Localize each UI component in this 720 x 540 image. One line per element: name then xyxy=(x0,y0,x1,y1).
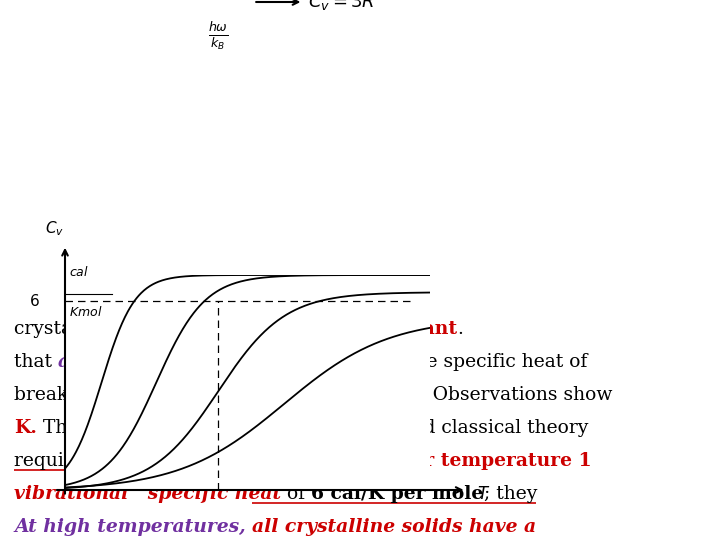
Text: of: of xyxy=(281,485,311,503)
Text: K.: K. xyxy=(14,419,37,437)
Text: is not a universal constant: is not a universal constant xyxy=(179,320,457,338)
Text: require: require xyxy=(14,452,89,470)
Text: At high temperatures,: At high temperatures, xyxy=(14,518,252,536)
Text: crystalline solids: crystalline solids xyxy=(14,320,179,338)
Text: that: that xyxy=(14,353,58,371)
Text: $C_v$: $C_v$ xyxy=(45,220,63,239)
Text: $C_v = 3R$: $C_v = 3R$ xyxy=(308,0,374,12)
Text: $\mathit{Kmol}$: $\mathit{Kmol}$ xyxy=(68,305,102,319)
Text: the specific heat of: the specific heat of xyxy=(401,353,588,371)
Text: $\mathit{cal}$: $\mathit{cal}$ xyxy=(68,265,89,279)
Text: This agreement between observation and classical theory: This agreement between observation and c… xyxy=(37,419,588,437)
Text: vibrational   specific heat: vibrational specific heat xyxy=(14,485,281,503)
Text: at room temperatures and below: at room temperatures and below xyxy=(58,353,401,371)
Text: $T$: $T$ xyxy=(477,486,491,503)
Text: all crystalline solids have a: all crystalline solids have a xyxy=(252,518,536,536)
Text: 6 cal/K per mole: 6 cal/K per mole xyxy=(311,485,484,503)
Text: breaks down if the temperature is not high. Observations show: breaks down if the temperature is not hi… xyxy=(14,386,613,404)
Text: 6 calories per mole to raise their temperature 1: 6 calories per mole to raise their tempe… xyxy=(89,452,591,470)
Text: $\frac{h\omega}{k_B}$: $\frac{h\omega}{k_B}$ xyxy=(208,20,228,52)
Text: $6$: $6$ xyxy=(29,293,40,309)
Text: ; they: ; they xyxy=(484,485,537,503)
Text: .: . xyxy=(457,320,463,338)
